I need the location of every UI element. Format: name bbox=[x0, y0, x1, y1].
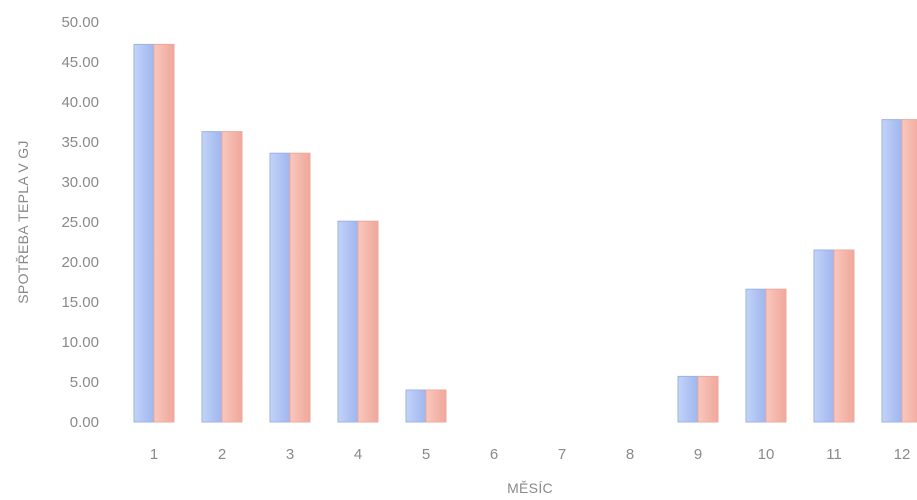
y-tick-label: 0.00 bbox=[70, 414, 99, 431]
y-tick-label: 40.00 bbox=[61, 94, 99, 111]
bar-series2-month-10 bbox=[765, 288, 787, 423]
y-tick-label: 20.00 bbox=[61, 254, 99, 271]
y-tick-label: 30.00 bbox=[61, 174, 99, 191]
bar-series1-month-11 bbox=[813, 249, 835, 423]
bar-series1-month-3 bbox=[269, 152, 291, 423]
x-tick-label: 7 bbox=[558, 446, 566, 463]
x-tick-label: 4 bbox=[354, 446, 362, 463]
x-tick-label: 11 bbox=[826, 446, 842, 463]
x-axis-ticks: 1 2 3 4 5 6 7 8 9 10 11 12 bbox=[150, 446, 911, 463]
bar-series2-month-12 bbox=[901, 119, 917, 423]
x-tick-label: 8 bbox=[626, 446, 634, 463]
bar-series1-month-9 bbox=[677, 375, 699, 423]
bar-series1-month-1 bbox=[133, 43, 155, 423]
y-tick-label: 10.00 bbox=[61, 334, 99, 351]
x-tick-label: 9 bbox=[694, 446, 702, 463]
x-tick-label: 6 bbox=[490, 446, 498, 463]
bar-series1-month-4 bbox=[337, 220, 359, 423]
y-tick-label: 25.00 bbox=[61, 214, 99, 231]
bar-series1-month-12 bbox=[881, 119, 903, 423]
y-tick-label: 5.00 bbox=[70, 374, 99, 391]
bar-series2-month-4 bbox=[357, 220, 379, 423]
bar-series1-month-10 bbox=[745, 288, 767, 423]
x-tick-label: 5 bbox=[422, 446, 430, 463]
y-axis-title: SPOTŘEBA TEPLA V GJ bbox=[15, 140, 31, 303]
x-tick-label: 12 bbox=[894, 446, 911, 463]
bar-series1-month-2 bbox=[201, 131, 223, 423]
y-tick-label: 15.00 bbox=[61, 294, 99, 311]
x-axis-title: MĚSÍC bbox=[507, 480, 553, 496]
x-tick-label: 1 bbox=[150, 446, 158, 463]
y-tick-label: 35.00 bbox=[61, 134, 99, 151]
x-tick-label: 3 bbox=[286, 446, 294, 463]
bar-series2-month-5 bbox=[425, 389, 447, 423]
bar-series1-month-5 bbox=[405, 389, 427, 423]
x-tick-label: 2 bbox=[218, 446, 226, 463]
bar-series2-month-1 bbox=[153, 43, 175, 423]
bars bbox=[133, 43, 917, 423]
bar-series2-month-2 bbox=[221, 131, 243, 423]
y-tick-label: 45.00 bbox=[61, 54, 99, 71]
bar-series2-month-3 bbox=[289, 152, 311, 423]
y-axis-ticks: 0.00 5.00 10.00 15.00 20.00 25.00 30.00 35.00 40… bbox=[61, 14, 99, 431]
x-tick-label: 10 bbox=[758, 446, 775, 463]
y-tick-label: 50.00 bbox=[61, 14, 99, 31]
bar-series2-month-9 bbox=[697, 375, 719, 423]
bar-series2-month-11 bbox=[833, 249, 855, 423]
